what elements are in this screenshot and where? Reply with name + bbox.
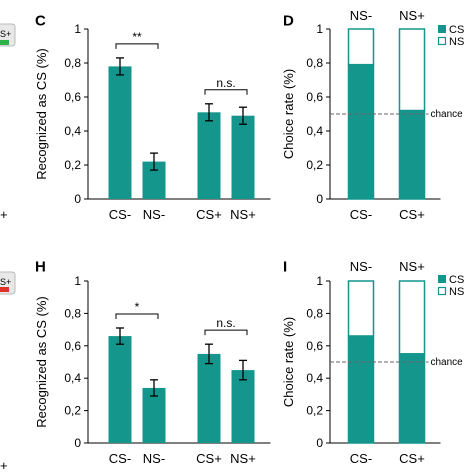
- bar: [142, 161, 166, 199]
- panel-letter: I: [283, 258, 287, 275]
- top-category-label: NS+: [399, 259, 425, 274]
- significance-label: n.s.: [216, 316, 235, 330]
- y-tick-label: 0: [74, 192, 81, 206]
- significance-bracket: [115, 43, 159, 49]
- panel-letter: C: [35, 12, 46, 29]
- y-tick-label: 0,6: [306, 339, 323, 353]
- x-category-label: NS+: [230, 451, 256, 466]
- stacked-bar-cs: [347, 335, 375, 444]
- bar: [231, 115, 255, 199]
- y-tick-label: 0,2: [64, 404, 81, 418]
- left-edge-fragments: S+ + S+ +: [0, 23, 16, 473]
- y-tick-label: 0,8: [64, 306, 81, 320]
- top-category-label: NS+: [399, 8, 425, 23]
- bottom-edge-label: +: [0, 458, 8, 473]
- x-category-label: NS-: [143, 451, 165, 466]
- y-tick-label: 1: [316, 22, 323, 36]
- panel-i: I Choice rate (%) 0 0,2 0,4 0,6 0,8 1 CS- CS+ NS- N…: [281, 258, 464, 466]
- stacked-bar-ns: [398, 280, 426, 355]
- legend-swatch-cs: [438, 25, 446, 33]
- top-inset-green-bar: [0, 40, 9, 45]
- bar: [231, 370, 255, 443]
- x-category-label: CS-: [350, 207, 372, 222]
- bottom-inset-red-bar: [0, 287, 9, 292]
- x-category-label: CS+: [399, 451, 425, 466]
- x-category-label: CS+: [399, 207, 425, 222]
- bar: [108, 336, 132, 443]
- top-category-label: NS-: [350, 259, 372, 274]
- y-tick-label: 1: [74, 274, 81, 288]
- y-tick-label: 1: [74, 22, 81, 36]
- legend-swatch-ns: [437, 36, 447, 46]
- bottom-inset-label: S+: [0, 277, 11, 287]
- legend-swatch-ns: [437, 286, 447, 296]
- x-category-label: CS-: [109, 451, 131, 466]
- stacked-bar-ns: [398, 28, 426, 112]
- bar: [197, 112, 221, 199]
- y-tick-label: 0: [316, 436, 323, 450]
- y-axis-title: Choice rate (%): [281, 69, 296, 159]
- significance-bracket: [204, 329, 248, 336]
- legend-label: NS: [449, 36, 464, 48]
- panel-c: C Recognized as CS (%) 0 0,2 0,4 0,6 0,8 1 CS- NS…: [34, 12, 271, 222]
- chance-label: chance: [431, 109, 464, 120]
- y-tick-label: 0,2: [306, 158, 323, 172]
- x-category-label: CS+: [196, 451, 222, 466]
- y-tick-label: 0,2: [64, 158, 81, 172]
- y-tick-label: 0: [316, 192, 323, 206]
- y-axis-title: Recognized as CS (%): [34, 296, 49, 428]
- y-tick-label: 0,8: [306, 306, 323, 320]
- y-tick-label: 0,6: [306, 90, 323, 104]
- top-inset-label: S+: [0, 29, 11, 39]
- top-category-label: NS-: [350, 8, 372, 23]
- stacked-bar-cs: [398, 353, 426, 444]
- stacked-bar-ns: [347, 28, 375, 66]
- panel-letter: H: [35, 258, 46, 275]
- y-tick-label: 0,8: [306, 56, 323, 70]
- bar: [197, 353, 221, 443]
- bar: [108, 66, 132, 200]
- x-category-label: NS-: [143, 207, 165, 222]
- bar: [142, 387, 166, 443]
- y-tick-label: 0,8: [64, 56, 81, 70]
- stacked-bar-ns: [347, 280, 375, 337]
- x-category-label: CS+: [196, 207, 222, 222]
- legend-label: CS: [449, 274, 464, 286]
- y-axis-title: Recognized as CS (%): [34, 48, 49, 180]
- stacked-bar-cs: [347, 63, 375, 200]
- significance-label: n.s.: [216, 76, 235, 90]
- legend-swatch-cs: [438, 275, 446, 283]
- y-tick-label: 0,4: [64, 371, 81, 385]
- chance-label: chance: [431, 357, 464, 368]
- stacked-bar-cs: [398, 109, 426, 200]
- significance-label: **: [132, 30, 142, 44]
- y-tick-label: 0,6: [64, 339, 81, 353]
- significance-label: *: [135, 300, 140, 314]
- y-tick-label: 0,2: [306, 404, 323, 418]
- y-axis-title: Choice rate (%): [281, 317, 296, 407]
- y-tick-label: 0,4: [64, 124, 81, 138]
- panel-letter: D: [283, 12, 294, 29]
- legend-label: CS: [449, 24, 464, 36]
- x-category-label: NS+: [230, 207, 256, 222]
- panel-h: H Recognized as CS (%) 0 0,2 0,4 0,6 0,8 1 CS- NS…: [34, 258, 271, 466]
- significance-bracket: [115, 313, 159, 319]
- x-category-label: CS-: [109, 207, 131, 222]
- significance-bracket: [204, 89, 248, 95]
- panel-d: D Choice rate (%) 0 0,2 0,4 0,6 0,8 1 CS- CS+ NS- N…: [281, 8, 464, 222]
- y-tick-label: 1: [316, 274, 323, 288]
- top-edge-label: +: [0, 207, 8, 222]
- x-category-label: CS-: [350, 451, 372, 466]
- y-tick-label: 0,4: [306, 371, 323, 385]
- y-tick-label: 0: [74, 436, 81, 450]
- legend-label: NS: [449, 286, 464, 298]
- y-tick-label: 0,4: [306, 124, 323, 138]
- y-tick-label: 0,6: [64, 90, 81, 104]
